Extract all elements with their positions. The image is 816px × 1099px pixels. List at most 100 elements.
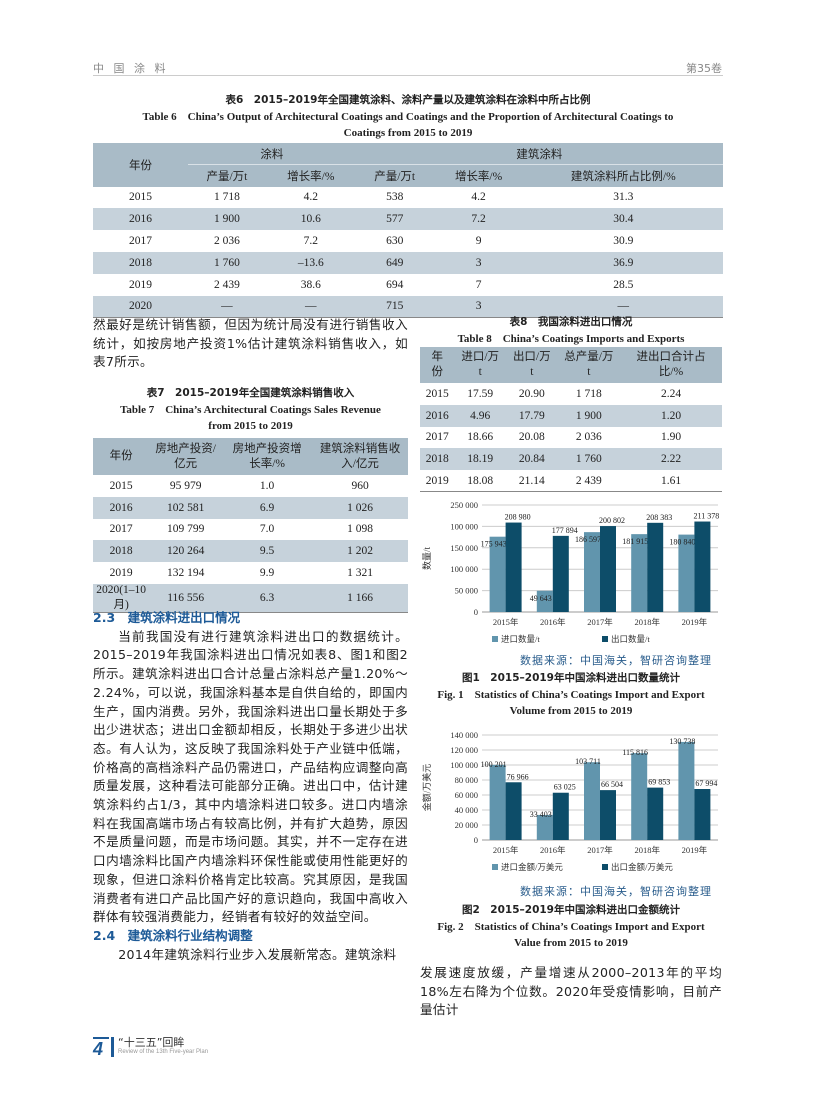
figure1-title-en-2: Volume from 2015 to 2019 [509, 705, 633, 717]
bar-import [489, 764, 506, 840]
footer-section-cn: “十三五”回眸 [118, 1036, 185, 1049]
chart2-source: 数据来源：中国海关，智研咨询整理 [520, 885, 712, 898]
table-cell: 2.24 [660, 387, 682, 400]
x-tick-label: 2019年 [682, 845, 708, 855]
table-cell: 17.59 [467, 387, 494, 400]
column-header: 进出口合计占比/% [636, 351, 706, 378]
data-label: 103 711 [575, 757, 601, 766]
table-cell: 2.22 [660, 453, 682, 466]
data-label: 180 840 [669, 538, 695, 547]
bar-import [536, 814, 553, 840]
bar-export [600, 790, 616, 840]
table-cell: –13.6 [297, 256, 324, 269]
table-cell: 3 [475, 300, 482, 313]
section-2-4-body: 2014年建筑涂料行业步入发展新常态。建筑涂料 [118, 946, 397, 962]
y-tick-label: 20 000 [455, 820, 478, 830]
table-cell: 960 [351, 479, 369, 492]
data-label: 175 943 [481, 540, 507, 549]
y-tick-label: 80 000 [455, 775, 478, 785]
table-cell: 694 [386, 278, 404, 291]
data-label: 181 915 [622, 537, 648, 546]
table-cell: 2016 [109, 501, 133, 514]
legend-label: 进口数量/t [501, 634, 540, 644]
table-row: 2018 18.19 20.84 1 760 2.22 [420, 448, 722, 471]
figure1-title-cn: 图1 2015–2019年中国涂料进出口数量统计 [461, 672, 680, 684]
bar-export [600, 526, 616, 612]
data-label: 76 966 [507, 772, 529, 781]
data-label: 69 853 [648, 778, 670, 787]
legend-swatch [492, 864, 498, 870]
y-tick-label: 100 000 [450, 564, 478, 574]
data-label: 208 980 [505, 513, 531, 522]
bar-export [505, 522, 522, 612]
bar-export [505, 782, 522, 840]
figure2-caption: 图2 2015–2019年中国涂料进出口金额统计 Fig. 2 Statisti… [420, 902, 722, 952]
column-header: 进口/万t [461, 351, 500, 378]
table-cell: 1.90 [660, 431, 682, 444]
table-cell: 7.2 [303, 235, 318, 248]
table-cell: 2 439 [575, 474, 602, 487]
table-cell: 116 556 [167, 591, 205, 604]
table-row: 2017 109 799 7.0 1 098 [93, 519, 408, 541]
table-cell: 120 264 [166, 545, 205, 558]
table-row: 2018 120 264 9.5 1 202 [93, 540, 408, 563]
table-cell: 30.9 [613, 235, 634, 248]
table-cell: 20.84 [518, 453, 545, 466]
table-cell: 1 718 [575, 387, 602, 400]
data-label: 177 894 [552, 526, 578, 535]
journal-name: 中 国 涂 料 [93, 62, 169, 75]
table-cell: 6.3 [259, 591, 275, 604]
table-cell: 1.61 [660, 474, 682, 487]
data-label: 211 378 [694, 512, 720, 521]
x-tick-label: 2018年 [634, 617, 660, 627]
table-cell: 30.4 [613, 213, 634, 226]
page-number: 4 [93, 1037, 109, 1059]
table-cell: 9.9 [259, 567, 275, 580]
column-header: 年份 [109, 450, 133, 462]
data-label: 66 504 [601, 780, 623, 789]
table-cell: 1 026 [347, 501, 373, 514]
x-tick-label: 2015年 [493, 845, 519, 855]
y-tick-label: 140 000 [450, 730, 478, 740]
table-row: 2015 95 979 1.0 960 [93, 475, 408, 497]
bar-export [694, 521, 711, 612]
table6-caption: 表6 2015–2019年全国建筑涂料、涂料产量以及建筑涂料在涂料中所占比例 T… [93, 92, 723, 142]
table-cell: 1 760 [213, 256, 240, 269]
table-cell: 4.2 [303, 191, 318, 204]
x-tick-label: 2015年 [493, 617, 519, 627]
table-cell: 2015 [129, 191, 152, 204]
legend-swatch [492, 636, 498, 642]
bar-import [631, 753, 648, 840]
x-tick-label: 2019年 [682, 617, 708, 627]
table-cell: 2 036 [575, 431, 602, 444]
y-tick-label: 250 000 [450, 500, 478, 510]
table-cell: 630 [386, 235, 404, 248]
bar-export [694, 789, 711, 840]
table-cell: 31.3 [613, 191, 634, 204]
data-label: 130 738 [669, 737, 695, 746]
table-row: 2019 2 439 38.6 694 7 28.5 [93, 274, 723, 296]
table-cell: — [305, 300, 317, 313]
table-cell: 9 [475, 235, 482, 248]
table-cell: 7.2 [471, 213, 486, 226]
column-header: 建筑涂料销售收入/亿元 [319, 442, 401, 470]
table-cell: 1 900 [575, 409, 602, 422]
data-label: 200 802 [599, 516, 625, 525]
y-axis-label: 金额/万美元 [421, 764, 432, 812]
table-cell: 2017 [129, 235, 152, 248]
table6-header-coatings: 涂料 [260, 148, 284, 161]
table-row: 2016 4.96 17.79 1 900 1.20 [420, 404, 722, 427]
bar-import [536, 590, 553, 612]
table8-caption: 表8 我国涂料进出口情况 Table 8 China’s Coatings Im… [420, 314, 722, 347]
table-cell: 2 439 [213, 278, 240, 291]
table-cell: 1.20 [660, 409, 682, 422]
table-cell: 2015 [425, 387, 449, 400]
table-cell: 2016 [129, 213, 152, 226]
table-cell: 577 [386, 213, 404, 226]
data-label: 208 383 [646, 513, 672, 522]
x-tick-label: 2017年 [587, 845, 613, 855]
table-cell: 2016 [425, 409, 449, 422]
column-header: 房地产投资增长率/% [232, 442, 302, 470]
table-cell: 2018 [129, 256, 152, 269]
legend-label: 出口数量/t [611, 634, 650, 644]
